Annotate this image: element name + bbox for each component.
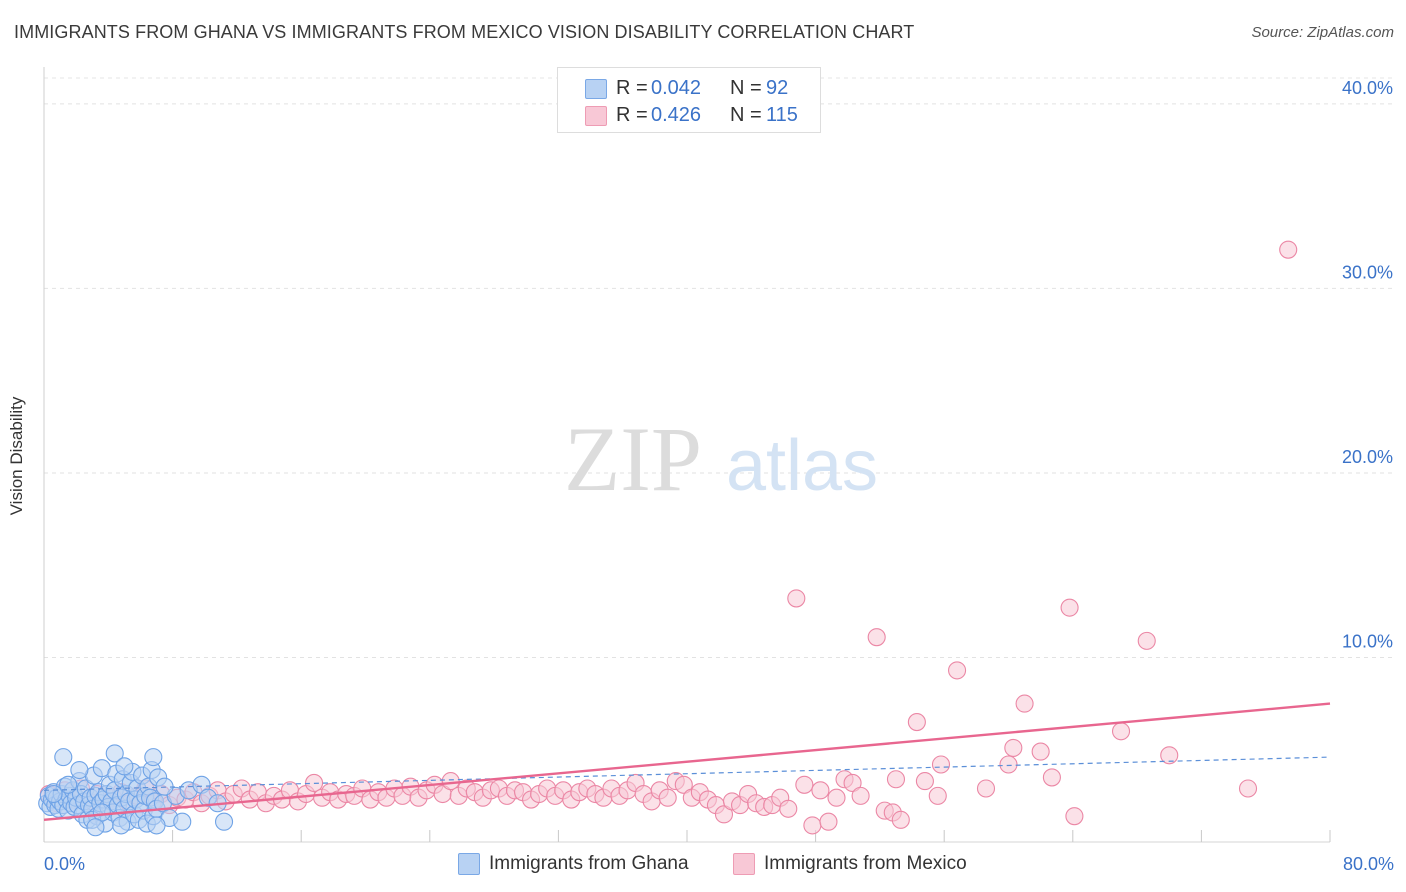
stats-r-label: R = — [616, 104, 648, 126]
data-point — [851, 786, 870, 805]
stats-swatch-ghana — [585, 79, 607, 99]
data-point — [1279, 240, 1298, 259]
data-point — [1111, 722, 1131, 741]
data-point — [70, 760, 89, 780]
watermark-zip: ZIP — [564, 408, 702, 510]
data-point — [714, 805, 734, 824]
chart-title: IMMIGRANTS FROM GHANA VS IMMIGRANTS FROM… — [14, 22, 915, 42]
data-point — [795, 775, 814, 794]
data-point — [867, 628, 886, 647]
data-point — [1004, 738, 1023, 757]
data-point — [1160, 746, 1179, 765]
data-point — [819, 812, 838, 831]
data-point — [105, 744, 124, 763]
data-point — [144, 748, 163, 767]
data-point — [1238, 779, 1258, 798]
data-point — [1137, 631, 1156, 650]
data-point — [976, 779, 996, 798]
legend-swatch-mexico — [733, 853, 755, 875]
y-tick-label: 40.0% — [1342, 78, 1393, 98]
trendline-mexico — [43, 702, 1331, 822]
data-point — [1015, 694, 1034, 713]
data-point — [891, 810, 910, 829]
legend-swatch-ghana — [458, 853, 480, 875]
data-point — [907, 713, 926, 732]
data-point — [886, 770, 906, 789]
data-point — [827, 788, 846, 807]
data-point — [1031, 742, 1050, 761]
legend-label-mexico: Immigrants from Mexico — [764, 853, 967, 874]
data-point — [915, 772, 934, 791]
data-point — [999, 755, 1018, 774]
data-point — [86, 818, 105, 837]
data-point — [948, 661, 967, 680]
data-point — [843, 773, 862, 793]
stats-row-mexico: R = 0.426 N = 115 — [558, 102, 820, 128]
legend-label-ghana: Immigrants from Ghana — [489, 853, 689, 874]
data-point — [811, 781, 830, 800]
stats-n-label: N = — [730, 104, 762, 126]
data-point — [147, 816, 166, 835]
data-point — [1042, 768, 1061, 787]
y-tick-label: 30.0% — [1342, 262, 1393, 282]
data-point — [787, 589, 806, 608]
data-point — [59, 775, 78, 794]
stats-box: R = 0.042 N = 92 R = 0.426 N = 115 — [557, 67, 821, 133]
trendline-ghana — [43, 756, 1331, 791]
x-tick-label-max: 80.0% — [1343, 854, 1394, 874]
data-point — [931, 755, 951, 774]
stats-swatch-mexico — [585, 106, 607, 126]
data-point — [54, 748, 73, 767]
source-label: Source: ZipAtlas.com — [1251, 24, 1394, 41]
y-tick-labels: 10.0% 20.0% 30.0% 40.0% — [1342, 78, 1393, 652]
data-point — [1060, 598, 1079, 617]
data-point — [803, 816, 822, 835]
stats-r-value: 0.426 — [651, 104, 702, 126]
data-point — [44, 784, 63, 804]
legend: Immigrants from Ghana Immigrants from Me… — [0, 852, 1406, 878]
data-point — [658, 788, 677, 807]
x-tick-label-min: 0.0% — [44, 854, 85, 874]
data-point — [928, 786, 947, 805]
gridlines — [44, 77, 1392, 658]
data-point — [173, 812, 192, 831]
data-point — [441, 772, 460, 791]
series-ghana-points — [38, 744, 234, 837]
y-tick-label: 10.0% — [1342, 631, 1393, 651]
data-point — [674, 775, 693, 794]
x-tick-marks — [43, 830, 1331, 842]
data-point — [115, 757, 134, 776]
stats-n-value: 115 — [766, 104, 798, 126]
stats-r-value: 0.042 — [651, 77, 702, 99]
data-point — [779, 799, 798, 818]
series-mexico-points — [39, 240, 1298, 835]
data-point — [112, 816, 131, 835]
stats-n-value: 92 — [766, 77, 789, 99]
data-point — [1065, 807, 1084, 826]
stats-r-label: R = — [616, 77, 648, 99]
data-point — [214, 812, 234, 831]
watermark-atlas: atlas — [726, 426, 878, 506]
stats-n-label: N = — [730, 77, 762, 99]
y-tick-label: 20.0% — [1342, 447, 1393, 467]
stats-row-ghana: R = 0.042 N = 92 — [558, 75, 820, 101]
